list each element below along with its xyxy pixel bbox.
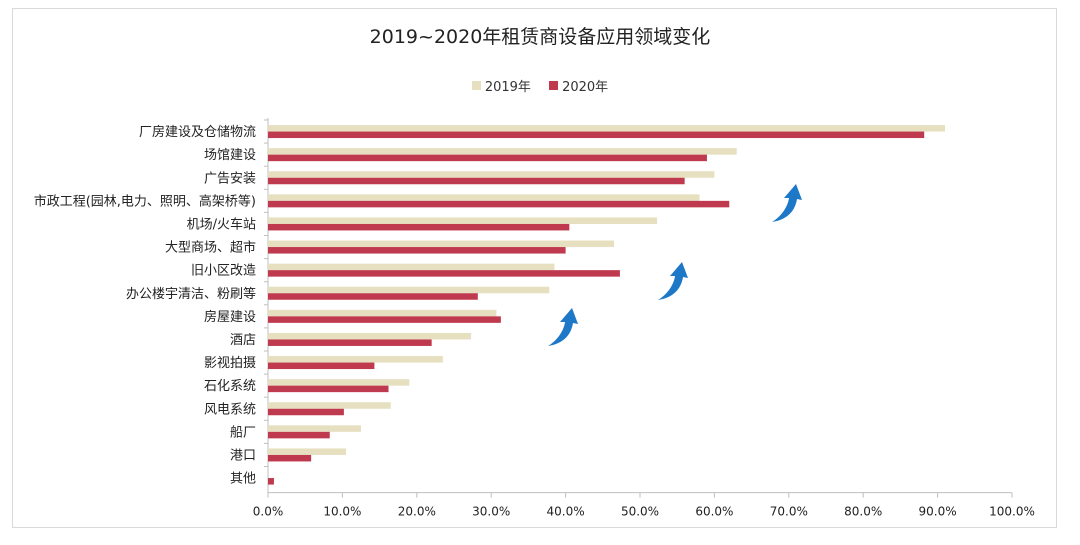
legend-item-2020: 2020年 xyxy=(549,76,608,95)
arrow-up-icon xyxy=(548,308,578,346)
bar-2020 xyxy=(268,385,389,393)
category-label: 厂房建设及仓储物流 xyxy=(139,124,256,140)
bar-2020 xyxy=(268,270,620,277)
category-label: 房屋建设 xyxy=(204,309,256,325)
category-label: 办公楼宇清洁、粉刷等 xyxy=(126,286,256,302)
legend-label-2019: 2019年 xyxy=(484,80,531,95)
chart-title: 2019~2020年租赁商设备应用领域变化 xyxy=(369,26,711,48)
x-tick-label: 20.0% xyxy=(398,505,436,519)
bar-2020 xyxy=(268,154,707,162)
bar-2020 xyxy=(268,293,478,300)
bar-2019 xyxy=(268,148,737,155)
category-label: 船厂 xyxy=(230,425,256,440)
category-label: 石化系统 xyxy=(204,379,256,394)
category-label: 大型商场、超市 xyxy=(165,240,256,256)
x-tick-label: 40.0% xyxy=(547,505,585,519)
legend: 2019年 2020年 xyxy=(0,76,1080,95)
bar-2020 xyxy=(268,177,685,185)
bar-2019 xyxy=(268,332,472,340)
bar-2019 xyxy=(268,125,946,132)
category-label: 酒店 xyxy=(230,333,256,348)
category-label: 机场/火车站 xyxy=(187,216,256,232)
arrow-up-icon xyxy=(658,262,688,300)
bar-2019 xyxy=(268,379,410,386)
category-label: 港口 xyxy=(230,448,256,463)
bar-2019 xyxy=(268,286,550,294)
bar-2019 xyxy=(268,217,658,224)
bar-2019 xyxy=(268,356,443,363)
x-tick-label: 50.0% xyxy=(621,505,659,519)
bar-2020 xyxy=(268,223,570,231)
bar-2020 xyxy=(268,362,375,370)
legend-item-2019: 2019年 xyxy=(471,76,531,95)
bar-2019 xyxy=(268,240,614,248)
legend-label-2020: 2020年 xyxy=(562,80,609,95)
bar-2019 xyxy=(268,402,391,409)
category-label: 风电系统 xyxy=(204,402,256,417)
x-tick-label: 30.0% xyxy=(472,505,510,519)
bar-2019 xyxy=(268,263,555,271)
bar-2020 xyxy=(268,408,344,416)
x-tick-label: 70.0% xyxy=(770,505,808,519)
legend-swatch-2020 xyxy=(549,81,559,90)
category-label: 旧小区改造 xyxy=(191,264,256,279)
category-label: 广告安装 xyxy=(204,171,256,186)
bar-2019 xyxy=(268,309,497,317)
bar-2020 xyxy=(268,200,730,208)
bar-2020 xyxy=(268,478,274,485)
bar-2020 xyxy=(268,131,925,139)
arrow-up-icon xyxy=(772,184,802,222)
category-label: 市政工程(园林,电力、照明、高架桥等) xyxy=(34,193,256,209)
x-tick-label: 100.0% xyxy=(989,505,1035,519)
bar-2020 xyxy=(268,316,501,323)
x-tick-label: 60.0% xyxy=(695,505,733,519)
category-label: 场馆建设 xyxy=(204,148,256,163)
x-tick-label: 80.0% xyxy=(844,505,882,519)
x-tick-label: 90.0% xyxy=(919,505,957,519)
bar-2020 xyxy=(268,247,566,254)
bar-2020 xyxy=(268,454,312,462)
category-label: 其他 xyxy=(230,472,256,487)
bar-2019 xyxy=(268,448,347,455)
bar-2020 xyxy=(268,339,432,346)
bar-2019 xyxy=(268,425,361,432)
x-tick-label: 0.0% xyxy=(253,505,284,519)
category-label: 影视拍摄 xyxy=(204,356,256,371)
legend-swatch-2019 xyxy=(471,81,481,90)
bar-2020 xyxy=(268,431,330,439)
x-tick-label: 10.0% xyxy=(323,505,361,519)
bar-2019 xyxy=(268,171,715,178)
bar-2019 xyxy=(268,194,700,201)
